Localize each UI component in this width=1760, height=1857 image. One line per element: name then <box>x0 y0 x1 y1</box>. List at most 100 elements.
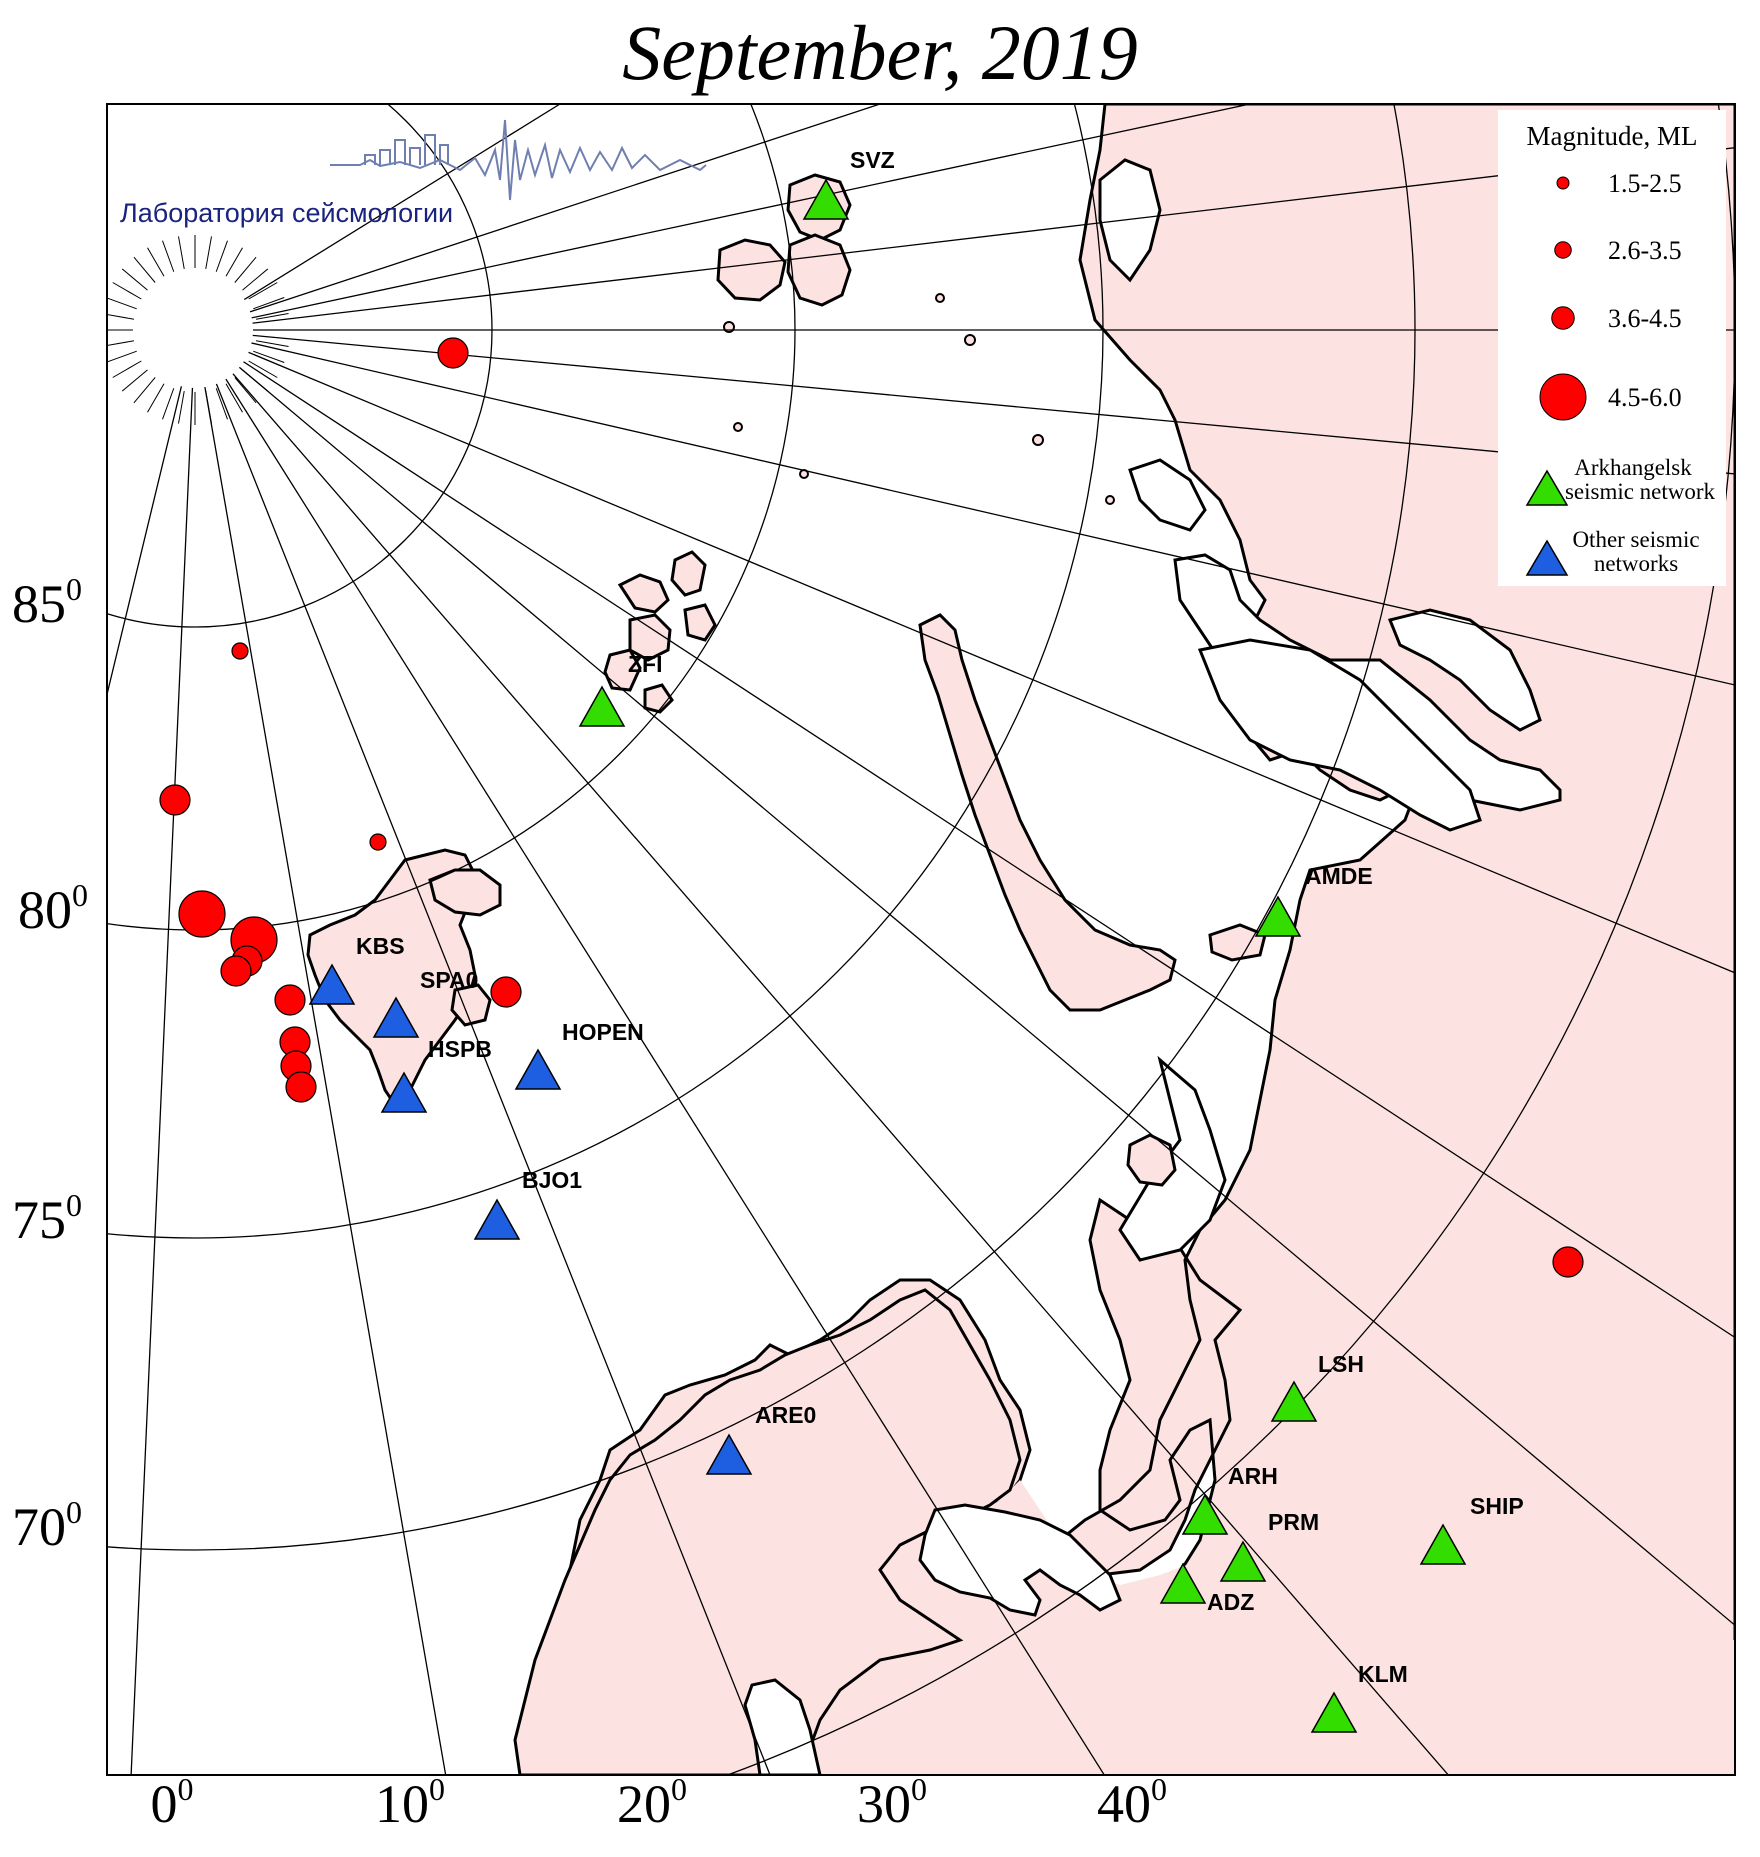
event-circle <box>159 784 191 816</box>
kara-inlet-4 <box>1128 458 1207 532</box>
station-triangle <box>1159 1562 1207 1604</box>
latitude-label: 850 <box>12 571 82 634</box>
station-label: PRM <box>1268 1509 1319 1535</box>
event-circle <box>285 1071 317 1103</box>
islet <box>935 293 945 303</box>
longitude-labels: 00 100 200 300 400 <box>151 1771 1168 1834</box>
station-triangle <box>705 1433 753 1475</box>
land-scandinavia <box>513 1288 1022 1775</box>
islet <box>1105 495 1115 505</box>
islet <box>964 334 976 346</box>
legend-magnitude-label: 1.5-2.5 <box>1608 169 1682 198</box>
island-vaygach <box>1208 923 1267 962</box>
legend-arkhangelsk-line1: Arkhangelsk <box>1574 455 1692 480</box>
station-label: KBS <box>356 933 405 959</box>
lab-caption: Лаборатория сейсмологии <box>120 198 453 228</box>
station-label: HSPB <box>428 1036 492 1062</box>
latitude-labels: 850 800 750 700 <box>12 571 88 1557</box>
island-severnaya-zemlya-3 <box>786 233 852 307</box>
island-novaya-zemlya <box>918 613 1177 1012</box>
kara-inlet-3 <box>1387 608 1542 732</box>
legend-box <box>1498 110 1726 586</box>
station-triangle <box>802 178 850 220</box>
station-label: LSH <box>1318 1351 1364 1377</box>
station-label: SHIP <box>1470 1493 1524 1519</box>
island-franz-josef-3 <box>670 550 707 597</box>
latitude-label: 800 <box>18 877 88 940</box>
station-triangle <box>1219 1540 1267 1582</box>
station-triangle <box>514 1048 562 1090</box>
legend-magnitude-circle <box>1556 176 1570 190</box>
station-triangle <box>1419 1523 1467 1565</box>
legend-arkhangelsk-line2: seismic network <box>1565 479 1716 504</box>
seismic-events <box>159 337 1584 1278</box>
white-sea <box>918 1503 1122 1617</box>
lab-logo: Лаборатория сейсмологии <box>120 119 707 228</box>
station-triangle <box>473 1198 521 1240</box>
event-circle <box>490 976 522 1008</box>
longitude-label: 200 <box>617 1771 687 1834</box>
island-severnaya-zemlya-2 <box>716 238 787 302</box>
longitude-label: 00 <box>151 1771 194 1834</box>
islet <box>1032 434 1044 446</box>
station-label: HOPEN <box>562 1019 644 1045</box>
station-triangle <box>1310 1691 1358 1733</box>
station-triangle <box>380 1071 428 1113</box>
legend-magnitude-label: 3.6-4.5 <box>1608 304 1682 333</box>
seismogram-line <box>330 119 707 201</box>
station-triangle <box>1270 1380 1318 1422</box>
pole-rays <box>107 235 290 425</box>
event-circle <box>274 984 306 1016</box>
station-triangle <box>308 963 356 1005</box>
legend-other-triangle <box>1525 539 1569 576</box>
station-triangle <box>1181 1493 1229 1535</box>
latitude-label: 700 <box>12 1494 82 1557</box>
longitude-label: 300 <box>857 1771 927 1834</box>
station-label: BJO1 <box>522 1167 582 1193</box>
island-franz-josef-6 <box>643 683 674 714</box>
legend-title: Magnitude, ML <box>1527 121 1698 151</box>
station-label: ARE0 <box>755 1402 816 1428</box>
legend-magnitude-label: 2.6-3.5 <box>1608 236 1682 265</box>
station-label: ARH <box>1228 1463 1278 1489</box>
island-franz-josef-5 <box>683 603 717 642</box>
station-triangle <box>1254 895 1302 937</box>
station-label: ZFI <box>628 651 663 677</box>
island-kolguev <box>1126 1133 1177 1187</box>
station-triangle <box>578 685 626 727</box>
event-circle <box>1552 1246 1584 1278</box>
station-label: SPA0 <box>420 967 478 993</box>
islet <box>733 422 743 432</box>
event-circle <box>437 337 469 369</box>
legend: Magnitude, ML 1.5-2.5 2.6-3.5 3.6-4.5 4.5-6… <box>1498 110 1726 586</box>
legend-magnitude-label: 4.5-6.0 <box>1608 383 1682 412</box>
skyline-icon <box>364 134 449 165</box>
legend-magnitude-circle <box>1554 241 1572 259</box>
kara-inlet-2 <box>1197 638 1482 832</box>
station-label: AMDE <box>1305 863 1373 889</box>
kara-inlet-5 <box>1098 158 1162 283</box>
legend-other-line1: Other seismic <box>1572 527 1699 552</box>
legend-other-line2: networks <box>1594 551 1678 576</box>
station-triangle <box>372 996 420 1038</box>
event-circle <box>220 955 252 987</box>
event-circle <box>231 642 249 660</box>
station-label: ADZ <box>1207 1589 1254 1615</box>
legend-magnitude-circle <box>1551 306 1575 330</box>
legend-magnitude-circle <box>1539 373 1587 421</box>
longitude-label: 100 <box>375 1771 445 1834</box>
legend-arkhangelsk-triangle <box>1525 469 1569 506</box>
station-label: KLM <box>1358 1661 1408 1687</box>
station-label: SVZ <box>850 147 895 173</box>
event-circle <box>369 833 387 851</box>
island-franz-josef-4 <box>603 648 642 692</box>
island-franz-josef-1 <box>617 573 670 614</box>
map-title: September, 2019 <box>622 9 1138 96</box>
longitude-label: 400 <box>1097 1771 1167 1834</box>
pole-disk <box>137 272 253 388</box>
island-edgeoya <box>450 983 492 1027</box>
seismic-stations: SVZ ZFI AMDE KBS SPA0 HSPB HOPEN BJO1 ARE0 LSH ARH… <box>308 147 1524 1733</box>
map-frame <box>106 103 1736 1776</box>
latitude-label: 750 <box>12 1187 82 1250</box>
